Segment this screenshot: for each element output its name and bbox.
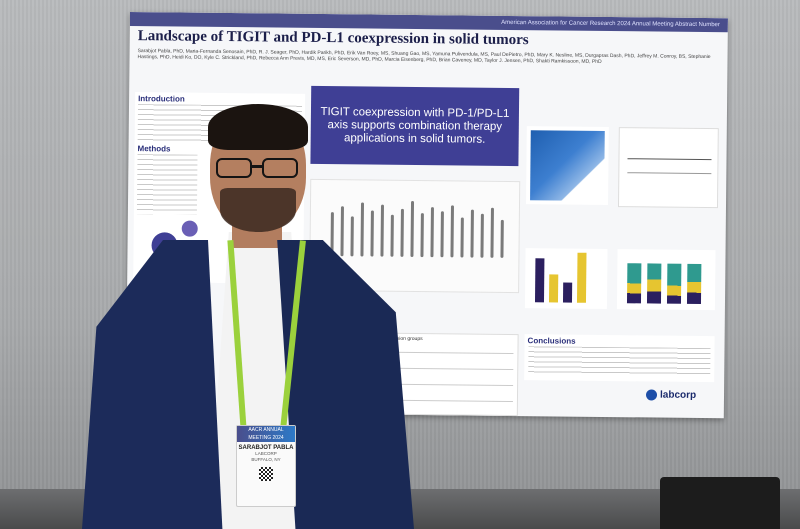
poster-authors: Sarabjot Pabla, PhD, Maria-Fernanda Seno… (137, 48, 711, 65)
correlation-heatmap-figure (526, 126, 609, 206)
labcorp-logo: labcorp (645, 389, 697, 401)
survival-curve-figure (617, 127, 719, 209)
stacked-bar-chart-figure (616, 249, 716, 311)
labcorp-mark-icon (645, 389, 658, 401)
methods-text-block (136, 154, 302, 216)
poster-key-finding-callout: TIGIT coexpression with PD-1/PD-L1 axis … (310, 85, 520, 167)
intro-text-block (137, 104, 303, 144)
violin-plot-figure (309, 178, 521, 294)
poster-title: Landscape of TIGIT and PD-L1 coexpressio… (137, 28, 529, 49)
introduction-heading: Introduction (138, 94, 185, 104)
conclusions-heading: Conclusions (527, 336, 576, 346)
methods-heading: Methods (137, 144, 171, 154)
expression-groups-table: Table 2. PD-L1 IHC and TIGIT expression … (307, 331, 519, 417)
method-icon-circle (181, 220, 198, 237)
research-poster: American Association for Cancer Research… (125, 12, 728, 419)
method-icon-circle (175, 244, 196, 265)
bar-chart-figure (524, 248, 608, 310)
table-caption: Table 2. PD-L1 IHC and TIGIT expression … (313, 334, 423, 343)
conclusions-box: Conclusions (524, 334, 715, 383)
labcorp-wordmark: labcorp (659, 389, 697, 401)
method-icon-circle (151, 232, 178, 259)
intro-methods-column: Introduction Methods (133, 92, 306, 284)
dark-equipment-case (660, 477, 780, 529)
